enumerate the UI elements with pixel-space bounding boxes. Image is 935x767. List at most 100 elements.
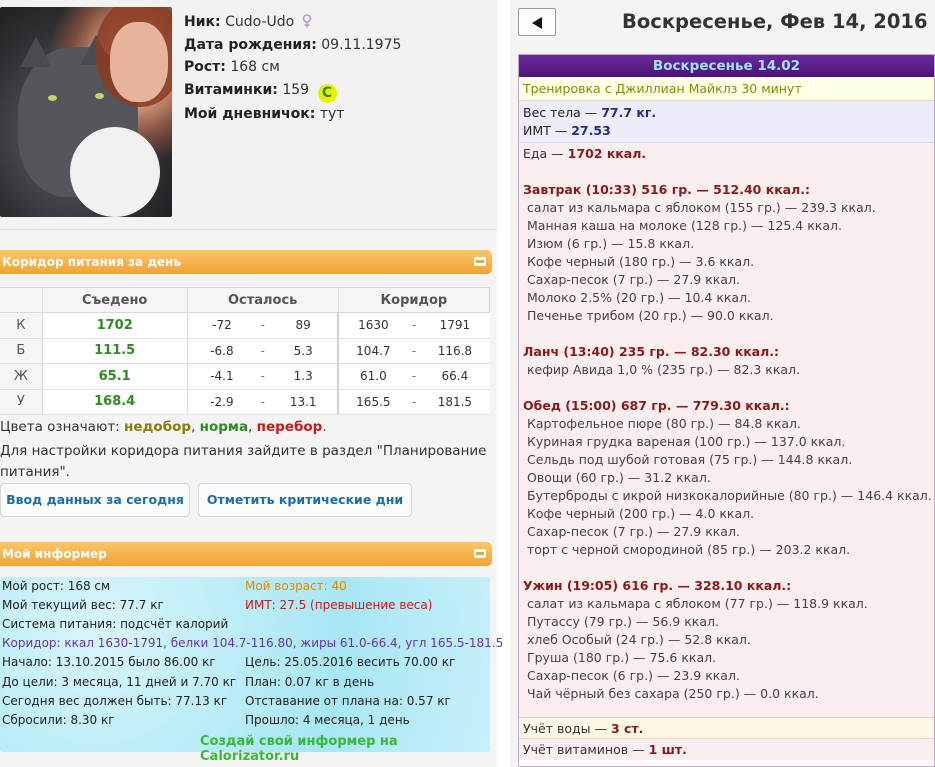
list-item: Кофе черный (200 гр.) — 4.0 ккал. — [527, 506, 755, 521]
female-icon — [302, 14, 311, 28]
height-label: Рост: — [184, 59, 226, 75]
bmi-value: 27.53 — [571, 123, 611, 138]
left-max: 1.3 — [269, 363, 340, 390]
corridor-max: 66.4 — [420, 363, 490, 390]
critical-days-button[interactable]: Отметить критические дни — [198, 483, 412, 517]
prev-day-button[interactable] — [518, 8, 556, 36]
food-total: 1702 ккал. — [567, 146, 647, 161]
avatar[interactable] — [0, 7, 172, 217]
corridor-max: 1791 — [420, 312, 490, 339]
dash: - — [256, 338, 270, 364]
water-row: Учёт воды — 3 ст. — [519, 718, 934, 739]
informer-header[interactable]: Мой информер — [0, 542, 492, 566]
informer-bmi: ИМТ: 27.5 (превышение веса) — [245, 598, 433, 612]
height-value: 168 см — [230, 59, 280, 75]
informer-passed: Прошло: 4 месяца, 1 день — [245, 713, 410, 727]
corridor-min: 104.7 — [338, 338, 408, 364]
diary-day-header[interactable]: Воскресенье 14.02 — [519, 55, 934, 77]
list-item: Сахар-песок (7 гр.) — 27.9 ккал. — [527, 272, 740, 287]
list-item: салат из кальмара с яблоком (155 гр.) — … — [527, 200, 876, 215]
body-section: Вес тела — 77.7 кг. ИМТ — 27.53 — [519, 101, 934, 143]
profile-card: Ник: Cudo-Udo Дата рождения: 09.11.1975 … — [0, 0, 497, 230]
left-min: -72 — [187, 312, 257, 339]
corridor-min: 61.0 — [338, 363, 408, 390]
diary-day: Воскресенье 14.02 Тренировка с Джиллиан … — [518, 54, 935, 767]
weight-row: Вес тела — 77.7 кг. — [523, 104, 934, 122]
vitamins-label: Витаминки: — [184, 81, 278, 98]
list-item: кефир Авида 1,0 % (235 гр.) — 82.3 ккал. — [527, 362, 801, 377]
dash: - — [407, 389, 421, 415]
nick-label: Ник: — [184, 14, 221, 30]
informer-age: Мой возраст: 40 — [245, 579, 347, 593]
profile-info: Ник: Cudo-Udo Дата рождения: 09.11.1975 … — [184, 11, 401, 125]
food-total-row: Еда — 1702 ккал. — [523, 145, 646, 163]
list-item: Манная каша на молоке (128 гр.) — 125.4 … — [527, 218, 842, 233]
vitamins-row: Витаминки: 159 C — [184, 79, 401, 103]
birth-label: Дата рождения: — [184, 36, 317, 53]
avatar-cat-eye — [95, 93, 104, 99]
collapse-icon[interactable] — [474, 549, 486, 558]
avatar-face — [110, 22, 168, 102]
eaten-value: 111.5 — [42, 338, 188, 364]
dash: - — [407, 338, 421, 364]
nick-row: Ник: Cudo-Udo — [184, 11, 401, 34]
left-column: Ник: Cudo-Udo Дата рождения: 09.11.1975 … — [0, 0, 503, 767]
bmi-label: ИМТ — — [523, 123, 568, 138]
informer-should: Сегодня вес должен быть: 77.13 кг — [2, 694, 228, 708]
eaten-value: 1702 — [42, 312, 188, 339]
meal-dinner: Обед (15:00) 687 гр. — 779.30 ккал.: — [523, 398, 790, 413]
col-eaten: Съедено — [41, 287, 188, 313]
table-row: Б 111.5 -6.8 - 5.3 104.7 - 116.8 — [0, 338, 490, 364]
informer-plan: План: 0.07 кг в день — [245, 675, 375, 689]
training-entry: Тренировка с Джиллиан Майклз 30 минут — [519, 77, 934, 101]
informer-widget[interactable]: Мой рост: 168 см Мой возраст: 40 Мой тек… — [0, 577, 503, 764]
left-min: -2.9 — [187, 389, 257, 415]
corridor-header-row: Съедено Осталось Коридор — [0, 287, 491, 313]
left-max: 13.1 — [269, 389, 340, 415]
diary-link[interactable]: тут — [319, 105, 345, 122]
list-item: салат из кальмара с яблоком (77 гр.) — 1… — [527, 596, 868, 611]
dash: - — [256, 363, 270, 390]
avatar-cat-ear — [20, 37, 52, 67]
informer-corridor: Коридор: ккал 1630-1791, белки 104.7-116… — [2, 636, 504, 650]
vitamins-value: 159 — [282, 81, 310, 98]
informer-height: Мой рост: 168 см — [2, 579, 111, 593]
corridor-min: 165.5 — [338, 389, 408, 415]
meal-supper: Ужин (19:05) 616 гр. — 328.10 ккал.: — [523, 578, 792, 593]
collapse-icon[interactable] — [474, 257, 486, 266]
diary-row: Мой дневничок: тут — [184, 103, 401, 126]
dash: - — [407, 363, 421, 390]
informer-goal: Цель: 25.05.2016 весить 70.00 кг — [245, 655, 456, 669]
day-title: Воскресенье, Фев 14, 2016 — [622, 10, 928, 33]
diary-label: Мой дневничок: — [184, 105, 316, 122]
weight-value: 77.7 кг. — [601, 105, 657, 120]
corridor-header[interactable]: Коридор питания за день — [0, 250, 492, 274]
corridor-hint: Для настройки коридора питания зайдите в… — [0, 443, 487, 480]
informer-title: Мой информер — [2, 547, 107, 561]
avatar-cat-chest — [70, 127, 160, 217]
left-max: 89 — [269, 312, 340, 339]
informer-start: Начало: 13.10.2015 было 86.00 кг — [2, 655, 216, 669]
corridor-table: Съедено Осталось Коридор К 1702 -72 - 89… — [0, 287, 491, 415]
list-item: хлеб Особый (24 гр.) — 52.8 ккал. — [527, 632, 751, 647]
row-label: У — [0, 389, 43, 415]
informer-footer-link[interactable]: Создай свой информер на Calorizator.ru — [200, 734, 398, 764]
row-label: К — [0, 312, 43, 339]
row-label: Б — [0, 338, 43, 364]
list-item: Кофе черный (180 гр.) — 3.6 ккал. — [527, 254, 755, 269]
enter-today-button[interactable]: Ввод данных за сегодня — [0, 483, 190, 517]
meal-breakfast: Завтрак (10:33) 516 гр. — 512.40 ккал.: — [523, 182, 811, 197]
informer-behind: Отставание от плана на: 0.57 кг — [245, 694, 451, 708]
birth-row: Дата рождения: 09.11.1975 — [184, 34, 401, 57]
list-item: Изюм (6 гр.) — 15.8 ккал. — [527, 236, 695, 251]
informer-weight: Мой текущий вес: 77.7 кг — [2, 598, 164, 612]
height-row: Рост: 168 см — [184, 56, 401, 79]
vitamin-c-icon: C — [317, 83, 337, 103]
row-label: Ж — [0, 363, 43, 390]
corridor-title: Коридор питания за день — [2, 255, 182, 269]
corridor-max: 116.8 — [420, 338, 490, 364]
list-item: Овощи (60 гр.) — 31.2 ккал. — [527, 470, 711, 485]
informer-to-goal: До цели: 3 месяца, 11 дней и 7.70 кг — [2, 675, 237, 689]
dash: - — [256, 389, 270, 415]
table-row: К 1702 -72 - 89 1630 - 1791 — [0, 312, 490, 339]
